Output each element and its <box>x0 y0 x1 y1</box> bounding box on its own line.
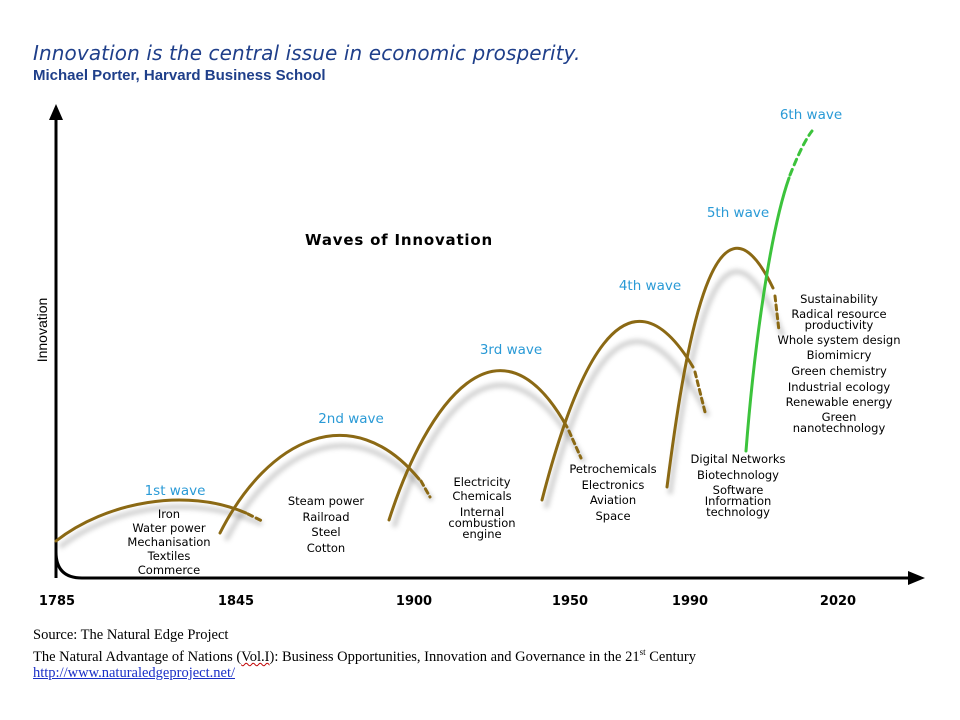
wave-item: Cotton <box>307 541 345 555</box>
wave-item: nanotechnology <box>793 421 886 435</box>
wave-label: 1st wave <box>145 483 206 499</box>
y-axis-arrow-icon <box>49 104 63 120</box>
wave-item: Petrochemicals <box>569 462 656 476</box>
wave-label: 3rd wave <box>480 342 542 358</box>
wave-label: 5th wave <box>707 205 769 221</box>
wave-item: Whole system design <box>777 333 900 347</box>
wave-item: combustion <box>448 516 515 530</box>
source-line: Source: The Natural Edge Project <box>33 627 229 643</box>
wave-item: Biotechnology <box>697 468 779 482</box>
wave-3-curve <box>387 369 569 522</box>
wave-item: Software <box>713 483 764 497</box>
wave-item: Iron <box>158 507 180 521</box>
x-tick-label: 1900 <box>396 594 432 609</box>
x-axis-arrow-icon <box>908 571 925 585</box>
x-tick-label: 2020 <box>820 594 856 609</box>
citation-volume: Vol.I <box>241 648 270 665</box>
x-tick-label: 1990 <box>672 594 708 609</box>
wave-6-tail <box>788 129 814 177</box>
wave-2-tail <box>419 479 432 499</box>
wave-5-curve <box>665 246 775 489</box>
wave-4-tail <box>693 370 707 414</box>
quote-text: Innovation is the central issue in econo… <box>33 41 581 65</box>
wave-item: Mechanisation <box>127 535 210 549</box>
wave-3-tail <box>567 429 583 460</box>
wave-item: Electronics <box>582 478 645 492</box>
wave-item: Steam power <box>288 494 365 508</box>
wave-item: Commerce <box>138 563 200 577</box>
wave-item: productivity <box>805 318 874 332</box>
wave-item: Railroad <box>302 510 349 524</box>
x-tick-label: 1785 <box>39 594 75 609</box>
quote-author: Michael Porter, Harvard Business School <box>33 67 326 84</box>
wave-item: Biomimicry <box>807 348 872 362</box>
wave-item: Green chemistry <box>791 364 887 378</box>
citation-text: Century <box>645 648 696 665</box>
wave-1-curve <box>54 498 248 543</box>
wave-1-tail <box>246 512 264 523</box>
wave-item: engine <box>462 527 501 541</box>
wave-item: Steel <box>311 525 340 539</box>
citation-text: ): Business Opportunities, Innovation an… <box>269 648 640 665</box>
wave-item: Digital Networks <box>691 452 786 466</box>
wave-label: 6th wave <box>780 107 842 123</box>
wave-item: Green <box>822 410 857 424</box>
wave-item: technology <box>706 505 770 519</box>
wave-item: Sustainability <box>800 292 878 306</box>
citation-superscript: st <box>639 647 646 657</box>
wave-item: Industrial ecology <box>788 380 891 394</box>
diagram-title: Waves of Innovation <box>305 231 493 249</box>
axes <box>49 104 925 585</box>
wave-item: Internal <box>460 505 504 519</box>
wave-item: Electricity <box>453 475 510 489</box>
wave-item: Renewable energy <box>786 395 893 409</box>
wave-item: Chemicals <box>452 489 511 503</box>
wave-item: Aviation <box>590 493 636 507</box>
wave-2-curve <box>218 434 421 535</box>
wave-item: Textiles <box>147 549 191 563</box>
wave-6-curve <box>744 176 791 453</box>
wave-5-tail <box>773 294 781 333</box>
x-tick-label: 1845 <box>218 594 254 609</box>
x-axis <box>54 551 910 580</box>
wave-item: Water power <box>132 521 205 535</box>
y-axis-label: Innovation <box>34 298 50 363</box>
source-url-link[interactable]: http://www.naturaledgeproject.net/ <box>33 665 235 681</box>
wave-label: 4th wave <box>619 278 681 294</box>
citation-text: The Natural Advantage of Nations ( <box>33 648 242 665</box>
wave-item: Space <box>595 509 630 523</box>
wave-item: Radical resource <box>791 307 886 321</box>
citation-line: The Natural Advantage of Nations (Vol.I)… <box>33 647 696 666</box>
x-tick-label: 1950 <box>552 594 588 609</box>
wave-item: Information <box>705 494 772 508</box>
wave-4-curve <box>540 320 695 502</box>
wave-label: 2nd wave <box>318 411 384 427</box>
